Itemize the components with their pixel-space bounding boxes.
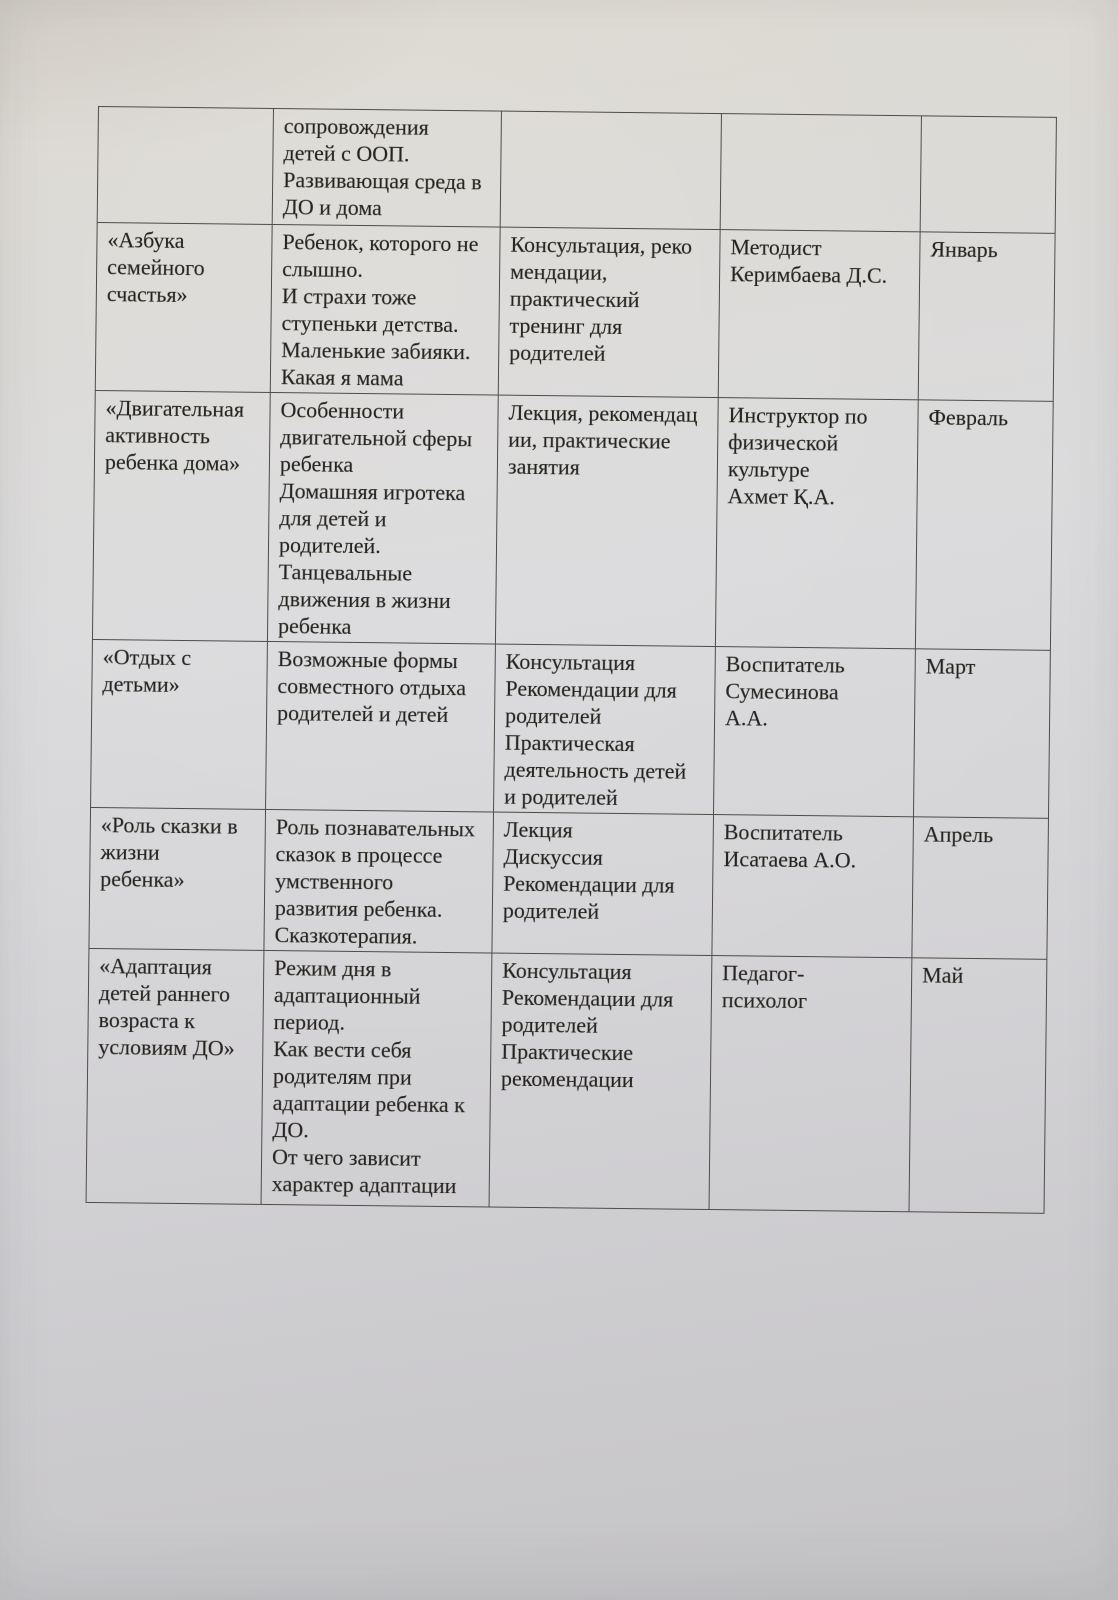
cell-form: Лекция Дискуссия Рекомендации для родите… xyxy=(491,812,714,956)
cell-theme: «Отдых с детьми» xyxy=(90,639,268,810)
cell-responsible: Воспитатель Сумесинова А.А. xyxy=(713,646,916,817)
cell-content: Ребенок, которого не слышно. И страхи то… xyxy=(270,224,501,396)
parent-activities-plan-table: сопровождения детей с ООП. Развивающая с… xyxy=(86,106,1057,1214)
cell-content: Возможные формы совместного отдыха родит… xyxy=(265,641,496,813)
cell-form: Консультация, реко мендации, практически… xyxy=(498,227,721,398)
cell-form: Консультация Рекомендации для родителей … xyxy=(493,644,716,815)
cell-content: Режим дня в адаптационный период. Как ве… xyxy=(261,950,492,1208)
cell-form: Консультация Рекомендации для родителей … xyxy=(489,953,712,1210)
cell-content: сопровождения детей с ООП. Развивающая с… xyxy=(272,108,502,228)
cell-responsible: Инструктор по физической культуре Ахмет … xyxy=(715,397,919,649)
table-row: «Двигательная активность ребенка дома» О… xyxy=(92,390,1054,651)
document-table-region: сопровождения детей с ООП. Развивающая с… xyxy=(86,106,1057,1214)
cell-theme: «Двигательная активность ребенка дома» xyxy=(92,390,271,642)
cell-content: Особенности двигательной сферы ребенка Д… xyxy=(267,392,499,645)
cell-theme: «Азбука семейного счастья» xyxy=(95,222,273,393)
cell-theme xyxy=(97,106,274,225)
cell-responsible xyxy=(720,113,922,232)
cell-month: Апрель xyxy=(911,816,1049,960)
cell-responsible: Педагог- психолог xyxy=(709,955,912,1212)
cell-responsible: Методист Керимбаева Д.С. xyxy=(718,229,921,400)
table-row: «Адаптация детей раннего возраста к усло… xyxy=(86,948,1047,1214)
table-row: «Отдых с детьми» Возможные формы совмест… xyxy=(90,639,1051,819)
cell-form xyxy=(500,111,722,230)
cell-month: Май xyxy=(909,957,1047,1214)
table-row: «Роль сказки в жизни ребенка» Роль позна… xyxy=(88,807,1049,960)
table-row: «Азбука семейного счастья» Ребенок, кото… xyxy=(95,222,1056,402)
cell-theme: «Роль сказки в жизни ребенка» xyxy=(88,807,266,951)
cell-month: Март xyxy=(913,648,1051,819)
table-row: сопровождения детей с ООП. Развивающая с… xyxy=(97,106,1057,234)
cell-month xyxy=(920,115,1057,234)
cell-responsible: Воспитатель Исатаева А.О. xyxy=(711,814,914,958)
cell-theme: «Адаптация детей раннего возраста к усло… xyxy=(86,948,264,1205)
cell-content: Роль познавательных сказок в процессе ум… xyxy=(263,809,494,954)
cell-form: Лекция, рекомендац ии, практические заня… xyxy=(495,395,719,647)
cell-month: Февраль xyxy=(915,399,1054,651)
cell-month: Январь xyxy=(918,231,1056,402)
